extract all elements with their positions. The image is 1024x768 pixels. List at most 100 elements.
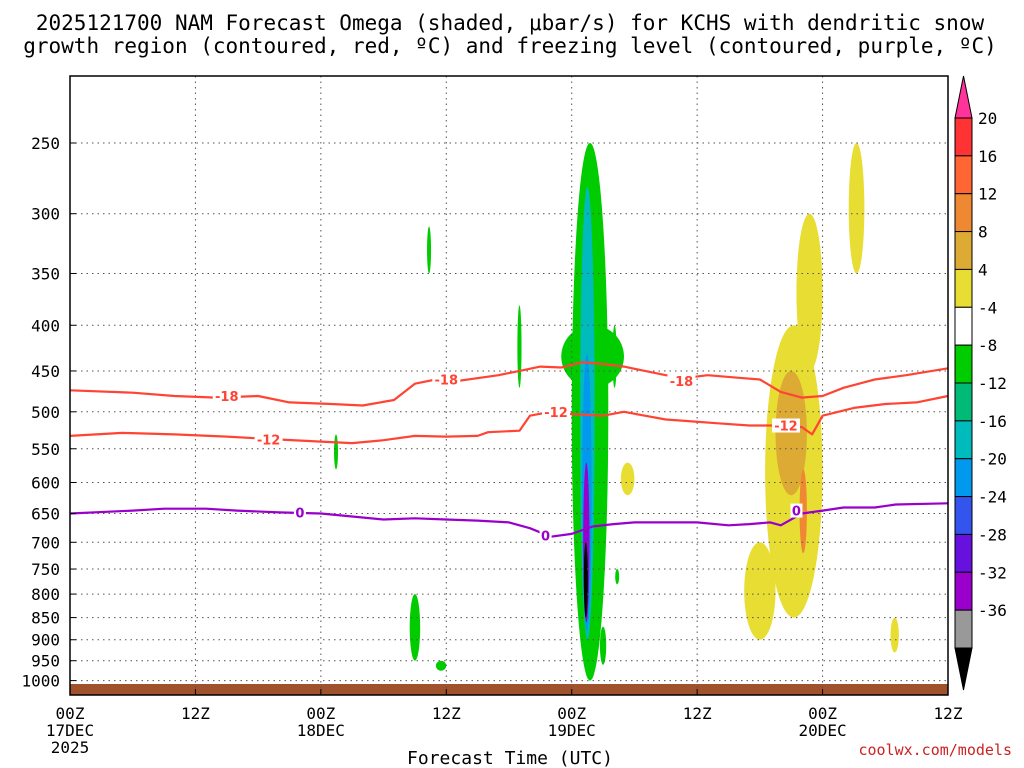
omega-region-black-core <box>583 542 588 618</box>
contour-label: -12 <box>544 406 568 421</box>
y-tick-label: 750 <box>31 560 60 579</box>
contour-label-bg <box>542 404 571 419</box>
colorbar-label: 12 <box>978 185 997 204</box>
colorbar-label: 4 <box>978 260 988 279</box>
ground-surface-band <box>70 684 948 695</box>
colorbar-label: -4 <box>978 298 997 317</box>
colorbar-bin <box>954 117 973 157</box>
omega-region-green-blob-12z18 <box>427 226 432 274</box>
omega-region-green-blob-21z18 <box>517 305 522 388</box>
contour-label: 0 <box>295 506 304 521</box>
x-tick-date: 17DEC <box>46 721 94 740</box>
x-tick-label: 12Z <box>934 704 963 723</box>
colorbar-bin <box>954 533 973 573</box>
contour-label-bg <box>254 432 283 447</box>
colorbar-label: -8 <box>978 336 997 355</box>
omega-region-yellow-top <box>848 143 865 274</box>
colorbar-bottom-cap <box>954 647 973 691</box>
colorbar-bin <box>954 155 973 195</box>
chart-title-line-1: 2025121700 NAM Forecast Omega (shaded, μ… <box>36 11 985 35</box>
x-tick-label: 00Z <box>306 704 335 723</box>
contour--18 <box>69 361 949 407</box>
contour-label-bg <box>790 503 803 518</box>
colorbar-bin <box>954 496 973 535</box>
colorbar: 20 16 12 8 4 -4 -8 -12 -16 -20 -24 -28 -32 -36 <box>954 75 1007 691</box>
colorbar-label: -36 <box>978 601 1007 620</box>
colorbar-bin <box>954 571 973 611</box>
contour-label-bg <box>667 374 696 389</box>
omega-region-yellow-upper <box>796 213 823 371</box>
y-tick-label: 850 <box>31 609 60 628</box>
x-tick-date: 20DEC <box>798 721 846 740</box>
omega-region-green-blob-03z19b <box>599 626 607 665</box>
y-tick-label: 550 <box>31 440 60 459</box>
colorbar-label: -28 <box>978 525 1007 544</box>
contour-label: 0 <box>792 505 801 520</box>
contour-label-bg <box>212 388 241 403</box>
colorbar-bin <box>954 268 973 308</box>
colorbar-bin <box>954 306 973 346</box>
y-tick-label: 450 <box>31 362 60 381</box>
colorbar-label: -16 <box>978 412 1007 431</box>
colorbar-label: 8 <box>978 223 988 242</box>
y-tick-label: 800 <box>31 585 60 604</box>
x-tick-date: 18DEC <box>297 721 345 740</box>
x-tick-label: 00Z <box>56 704 85 723</box>
omega-region-yellow-17z19 <box>744 542 776 640</box>
x-tick-date: 19DEC <box>548 721 596 740</box>
y-axis-ticks: 250 300 350 400 450 500 550 600 650 700 750 800 850 9… <box>21 134 76 691</box>
colorbar-label: -20 <box>978 450 1007 469</box>
y-tick-label: 500 <box>31 403 60 422</box>
y-tick-label: 250 <box>31 134 60 153</box>
x-tick-label: 00Z <box>557 704 586 723</box>
contour-label: -12 <box>257 433 281 448</box>
colorbar-bin <box>954 344 973 384</box>
contour-label: -18 <box>435 373 459 388</box>
colorbar-bin <box>954 193 973 233</box>
x-tick-year: 2025 <box>51 738 90 757</box>
omega-region-yellow-03z19 <box>620 462 635 496</box>
y-tick-label: 350 <box>31 264 60 283</box>
colorbar-bin <box>954 231 973 270</box>
contour--12 <box>69 394 949 445</box>
colorbar-bin <box>954 420 973 460</box>
y-tick-label: 1000 <box>21 672 60 691</box>
contour-label-bg <box>432 372 461 387</box>
colorbar-bin <box>954 458 973 498</box>
y-tick-label: 650 <box>31 505 60 524</box>
x-tick-label: 12Z <box>181 704 210 723</box>
omega-region-orange-core <box>799 469 807 554</box>
colorbar-bin <box>954 382 973 422</box>
omega-region-yellow-low-right <box>890 617 899 653</box>
colorbar-label: -32 <box>978 563 1007 582</box>
y-tick-label: 600 <box>31 474 60 493</box>
colorbar-label: -12 <box>978 374 1007 393</box>
contour-label: -18 <box>670 375 694 390</box>
colorbar-top-cap <box>954 75 973 119</box>
x-tick-label: 00Z <box>808 704 837 723</box>
colorbar-label: 16 <box>978 147 997 166</box>
colorbar-label: -24 <box>978 488 1007 507</box>
contour-label: -18 <box>215 390 239 405</box>
contour-label-bg <box>771 418 800 433</box>
omega-region-green-blob-12z18b <box>435 660 447 671</box>
plot-frame <box>69 75 949 696</box>
contour-label: 0 <box>541 530 550 545</box>
x-tick-label: 12Z <box>432 704 461 723</box>
contour-label-bg <box>539 528 552 543</box>
y-tick-label: 900 <box>31 631 60 650</box>
y-tick-label: 950 <box>31 652 60 671</box>
omega-region-green-blob-03z19 <box>612 325 617 388</box>
contour-label-bg <box>293 505 306 520</box>
x-axis-label: Forecast Time (UTC) <box>407 748 613 768</box>
omega-region-green-blob-02z19 <box>615 569 620 585</box>
omega-shading-layer <box>334 143 899 681</box>
y-tick-label: 400 <box>31 316 60 335</box>
omega-region-green-blob-18z18 <box>409 594 421 661</box>
colorbar-label: 20 <box>978 109 997 128</box>
credit-link[interactable]: coolwx.com/models <box>858 741 1012 759</box>
y-tick-label: 300 <box>31 205 60 224</box>
omega-region-green-blob-06z18 <box>334 434 339 470</box>
